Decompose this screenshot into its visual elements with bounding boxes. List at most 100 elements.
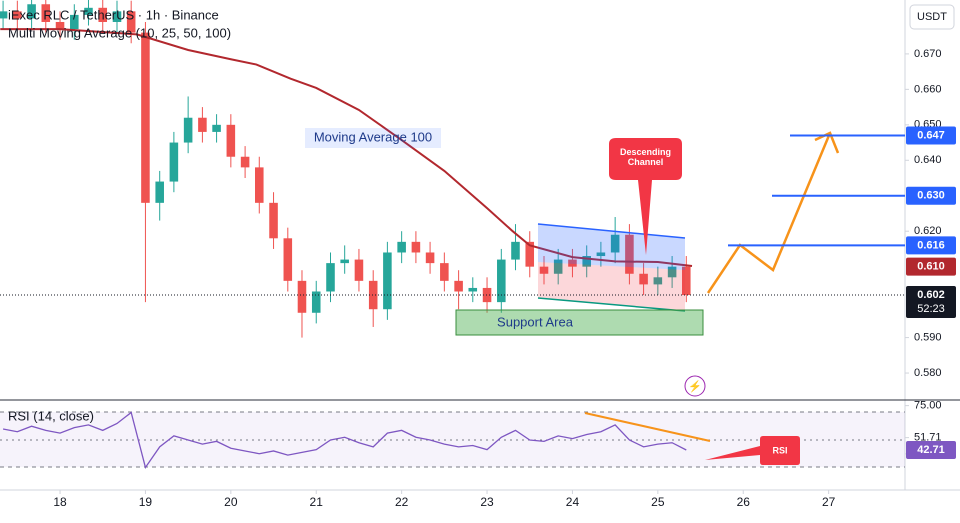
last-price-label: 0.602 bbox=[917, 289, 945, 301]
alert-icon-glyph: ⚡ bbox=[688, 380, 702, 393]
currency-button[interactable] bbox=[909, 4, 955, 30]
currency-button-label: USDT bbox=[917, 11, 947, 23]
candle-body bbox=[212, 124, 221, 132]
candle-body bbox=[340, 259, 349, 264]
level-badge bbox=[906, 257, 956, 276]
candle-body bbox=[368, 280, 378, 310]
support-box bbox=[455, 309, 704, 336]
x-tick-label: 20 bbox=[224, 495, 238, 509]
candle-body bbox=[425, 252, 435, 264]
alert-icon[interactable] bbox=[684, 375, 706, 397]
candle-body bbox=[354, 259, 364, 281]
rsi-divergence bbox=[584, 412, 711, 442]
candle-body bbox=[653, 277, 663, 285]
y2-tick-label: 51.71 bbox=[914, 432, 942, 444]
candle-body bbox=[596, 252, 606, 257]
rsi-badge-label: 42.71 bbox=[917, 444, 945, 456]
candle-body bbox=[183, 117, 193, 143]
callout bbox=[609, 138, 682, 255]
level-badge-label: 0.647 bbox=[917, 129, 945, 141]
candle-body bbox=[98, 7, 108, 22]
callout-box: Descending Channel bbox=[620, 147, 671, 167]
y-tick-label: 0.620 bbox=[914, 225, 942, 237]
indicator-title: Multi Moving Average (10, 25, 50, 100) bbox=[8, 25, 231, 40]
candle-body bbox=[0, 11, 8, 19]
level-badge-label: 0.630 bbox=[917, 190, 945, 202]
x-tick-label: 27 bbox=[822, 495, 836, 509]
candle-body bbox=[240, 156, 250, 168]
countdown: 52:23 bbox=[917, 303, 945, 315]
candle-body bbox=[497, 259, 506, 303]
candle-body bbox=[297, 280, 307, 313]
candle-body bbox=[582, 256, 591, 267]
candle-body bbox=[311, 291, 321, 313]
channel-upper bbox=[538, 224, 685, 270]
projection-arrow bbox=[814, 131, 840, 154]
candle-body bbox=[468, 287, 478, 292]
candle-body bbox=[511, 241, 520, 260]
candle-body bbox=[13, 11, 22, 19]
candle-body bbox=[283, 238, 293, 281]
moving-average bbox=[0, 28, 693, 267]
y2-tick-label: 75.00 bbox=[914, 400, 942, 412]
candle-body bbox=[482, 287, 492, 303]
ma-label: Moving Average 100 bbox=[314, 129, 432, 144]
chart-title: iExec RLC / TetherUS · 1h · Binance bbox=[8, 7, 219, 22]
rsi-callout bbox=[705, 436, 800, 465]
candle-body bbox=[112, 11, 122, 22]
channel-line bbox=[537, 223, 686, 239]
x-tick-label: 18 bbox=[53, 495, 67, 509]
candle-body bbox=[70, 14, 79, 30]
candle-body bbox=[141, 32, 150, 203]
candle-body bbox=[411, 241, 421, 253]
candle-body bbox=[155, 181, 164, 203]
candle-body bbox=[269, 202, 278, 239]
x-tick-label: 24 bbox=[566, 495, 580, 509]
candle-body bbox=[226, 124, 236, 157]
rsi-callout-label: RSI bbox=[772, 445, 787, 455]
x-tick-label: 21 bbox=[310, 495, 324, 509]
candle-body bbox=[255, 167, 264, 203]
level-badge-label: 0.610 bbox=[917, 261, 945, 273]
rsi-badge bbox=[906, 441, 956, 460]
level-badge bbox=[906, 186, 956, 205]
candle-body bbox=[383, 252, 392, 310]
candle-body bbox=[625, 234, 634, 274]
candle-body bbox=[553, 259, 563, 274]
x-tick-label: 19 bbox=[139, 495, 153, 509]
y-tick-label: 0.640 bbox=[914, 154, 942, 166]
x-tick-label: 22 bbox=[395, 495, 409, 509]
rsi-title: RSI (14, close) bbox=[8, 408, 94, 423]
projection bbox=[706, 132, 832, 294]
candle-body bbox=[610, 234, 620, 253]
channel-line bbox=[537, 297, 686, 312]
last-price-badge bbox=[906, 286, 956, 319]
candle-body bbox=[525, 241, 535, 267]
candle-body bbox=[454, 280, 463, 292]
channel-lower bbox=[538, 262, 685, 311]
y-tick-label: 0.660 bbox=[914, 83, 942, 95]
x-tick-label: 25 bbox=[651, 495, 665, 509]
ma-label-bg bbox=[305, 128, 441, 148]
y-tick-label: 0.670 bbox=[914, 48, 942, 60]
candle-body bbox=[326, 263, 335, 292]
candle-body bbox=[539, 266, 549, 274]
plot bbox=[0, 0, 693, 338]
rsi-line bbox=[2, 411, 687, 470]
level-badge-label: 0.616 bbox=[917, 239, 945, 251]
candle-body bbox=[639, 273, 648, 285]
candle-body bbox=[198, 117, 207, 132]
x-tick-label: 26 bbox=[737, 495, 751, 509]
support-label: Support Area bbox=[497, 314, 574, 329]
candle-body bbox=[41, 4, 51, 22]
y-tick-label: 0.580 bbox=[914, 367, 942, 379]
candle-body bbox=[126, 11, 136, 33]
level-badge bbox=[906, 126, 956, 145]
level-badge bbox=[906, 236, 956, 255]
candle-body bbox=[667, 266, 677, 278]
x-tick-label: 23 bbox=[480, 495, 494, 509]
candle-body bbox=[55, 21, 65, 30]
y-tick-label: 0.590 bbox=[914, 331, 942, 343]
candle-body bbox=[440, 263, 449, 281]
